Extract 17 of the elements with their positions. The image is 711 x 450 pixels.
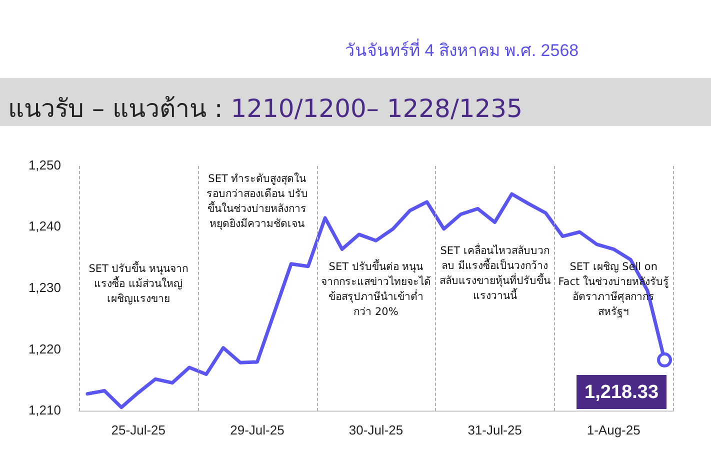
chart-title: แนวรับ – แนวต้าน : 1210/1200– 1228/1235 xyxy=(8,93,522,125)
y-tick-label: 1,230 xyxy=(28,280,61,295)
annotation: SET ปรับขึ้น หนุนจากแรงซื้อ แม้ส่วนใหญ่เผชิญแรงขาย xyxy=(88,262,190,307)
x-tick-label: 30-Jul-25 xyxy=(348,422,404,438)
y-tick-label: 1,240 xyxy=(28,218,61,234)
annotation: SET ทำระดับสูงสุดในรอบกว่าสองเดือน ปรับขึ้นในช่วงบ่ายหลังการหยุดยิงมีความชัดเจน xyxy=(206,172,309,232)
x-tick-label: 25-Jul-25 xyxy=(111,422,166,438)
x-tick-label: 31-Jul-25 xyxy=(468,422,522,438)
y-tick-label: 1,220 xyxy=(28,341,61,356)
x-tick-label: 29-Jul-25 xyxy=(230,422,284,438)
y-tick-label: 1,250 xyxy=(28,157,61,172)
data-label: 1,218.33 xyxy=(584,382,659,404)
chart-subtitle: วันจันทร์ที่ 4 สิงหาคม พ.ศ. 2568 xyxy=(345,38,579,62)
x-tick-label: 1-Aug-25 xyxy=(586,422,640,438)
annotation: SET เคลื่อนไหวสลับบวกลบ มีแรงซื้อเป็นวงกว้างสลับแรงขายหุ้นที่ปรับขึ้นแรงวานนี้ xyxy=(438,244,551,304)
annotation: SET ปรับขึ้นต่อ หนุนจากกระแสข่าวไทยจะได้ข้อสรุปภาษีนำเข้าต่ำกว่า 20% xyxy=(320,260,432,320)
y-tick-label: 1,210 xyxy=(28,402,61,418)
